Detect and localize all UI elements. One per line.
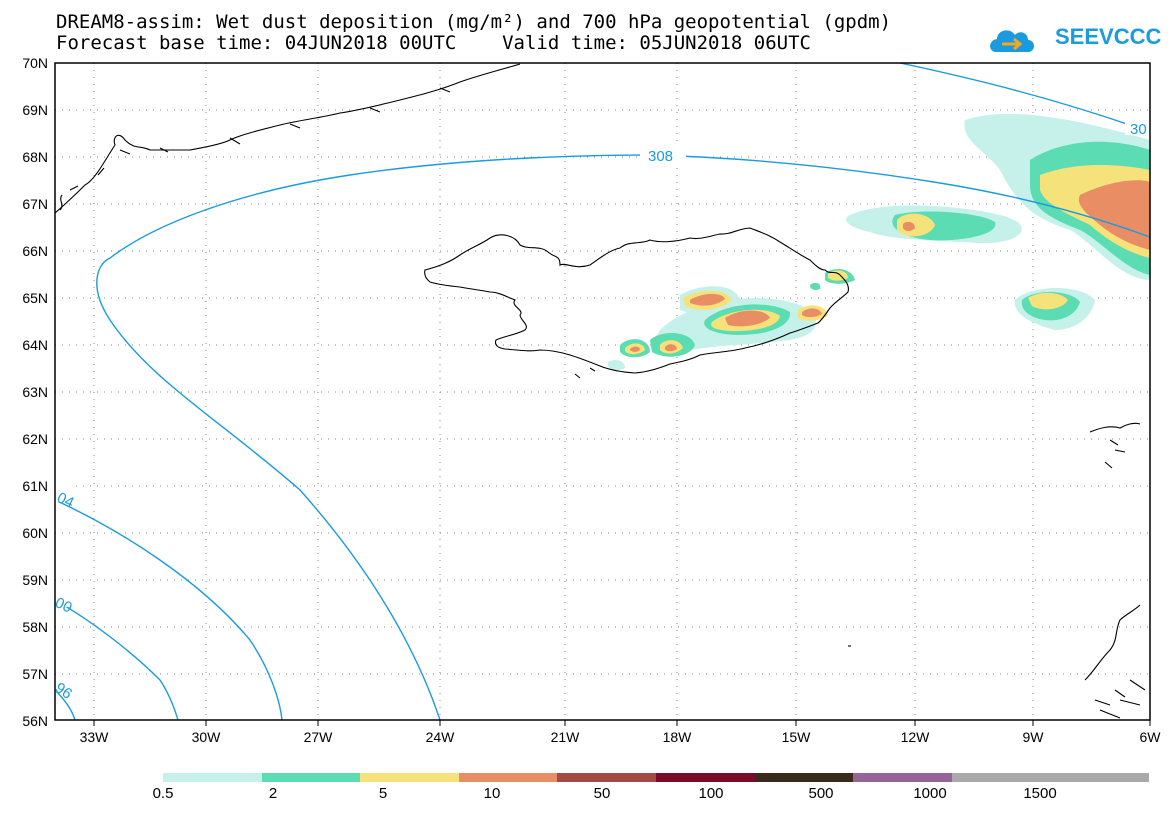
graticule-grid [55, 63, 1150, 720]
colorbar-segment-2 [360, 773, 459, 782]
colorbar-label-0-5: 0.5 [152, 785, 174, 802]
contour-label-00: 00 [52, 594, 74, 616]
colorbar-label-50: 50 [593, 785, 611, 802]
contour-300 [55, 599, 179, 720]
lon-label-12w: 12W [901, 729, 931, 745]
contour-30x [899, 63, 1150, 133]
colorbar-label-500: 500 [808, 785, 834, 802]
map-title: DREAM8-assim: Wet dust deposition (mg/m²… [56, 11, 892, 33]
colorbar-label-2: 2 [268, 785, 278, 802]
colorbar-segment-0 [163, 773, 262, 782]
contour-308 [96, 154, 1150, 720]
lat-label-57n: 57N [22, 666, 48, 682]
lat-label-60n: 60N [22, 525, 48, 541]
faroe-islands [1089, 422, 1141, 469]
contour-label-04: 04 [54, 489, 76, 511]
lat-label-67n: 67N [22, 196, 48, 212]
lon-label-33w: 33W [80, 729, 110, 745]
lon-label-15w: 15W [782, 729, 812, 745]
greenland-coast [55, 63, 521, 214]
lon-label-9w: 9W [1023, 729, 1045, 745]
contour-304 [55, 499, 283, 720]
lat-label-66n: 66N [22, 243, 48, 259]
colorbar-segment-7 [853, 773, 952, 782]
geopotential-contours [55, 63, 1150, 720]
colorbar-label-5: 5 [378, 785, 388, 802]
colorbar-label-1500: 1500 [1023, 785, 1057, 802]
lat-label-56n: 56N [22, 713, 48, 729]
logo-text: SEEVCCC [1055, 24, 1162, 49]
lat-label-58n: 58N [22, 619, 48, 635]
lon-label-6w: 6W [1140, 729, 1162, 745]
lon-label-24w: 24W [426, 729, 456, 745]
colorbar-segment-3 [458, 773, 558, 782]
contour-label-308: 308 [648, 148, 673, 165]
lon-label-27w: 27W [304, 729, 334, 745]
colorbar-segment-4 [557, 773, 656, 782]
colorbar-segment-5 [655, 773, 755, 782]
scotland-coast [1084, 604, 1146, 719]
lon-label-30w: 30W [192, 729, 222, 745]
colorbar-label-1000: 1000 [913, 785, 947, 802]
dust-deposition-shading [608, 113, 1150, 371]
lat-label-62n: 62N [22, 431, 48, 447]
colorbar-segment-6 [754, 773, 854, 782]
colorbar-segment-9 [1050, 773, 1149, 782]
seevccc-cloud-logo-icon [990, 30, 1034, 52]
iceland-coast [424, 227, 849, 374]
contour-label-30: 30 [1130, 121, 1147, 138]
lat-label-68n: 68N [22, 149, 48, 165]
lat-label-61n: 61N [22, 478, 48, 494]
lon-label-21w: 21W [551, 729, 581, 745]
colorbar-legend [163, 773, 1149, 782]
map-subtitle-times: Forecast base time: 04JUN2018 00UTC Vali… [56, 32, 811, 54]
map-frame [54, 62, 1151, 721]
lon-label-18w: 18W [663, 729, 693, 745]
lat-label-59n: 59N [22, 572, 48, 588]
coastlines [55, 63, 1146, 719]
colorbar-label-10: 10 [483, 785, 501, 802]
contour-296 [55, 689, 76, 720]
lat-label-69n: 69N [22, 102, 48, 118]
lat-label-63n: 63N [22, 384, 48, 400]
contour-label-96: 96 [52, 679, 75, 702]
lat-label-65n: 65N [22, 290, 48, 306]
colorbar-label-100: 100 [698, 785, 724, 802]
lat-label-64n: 64N [22, 337, 48, 353]
colorbar-segment-8 [951, 773, 1051, 782]
colorbar-segment-1 [261, 773, 361, 782]
lat-label-70n: 70N [22, 55, 48, 71]
